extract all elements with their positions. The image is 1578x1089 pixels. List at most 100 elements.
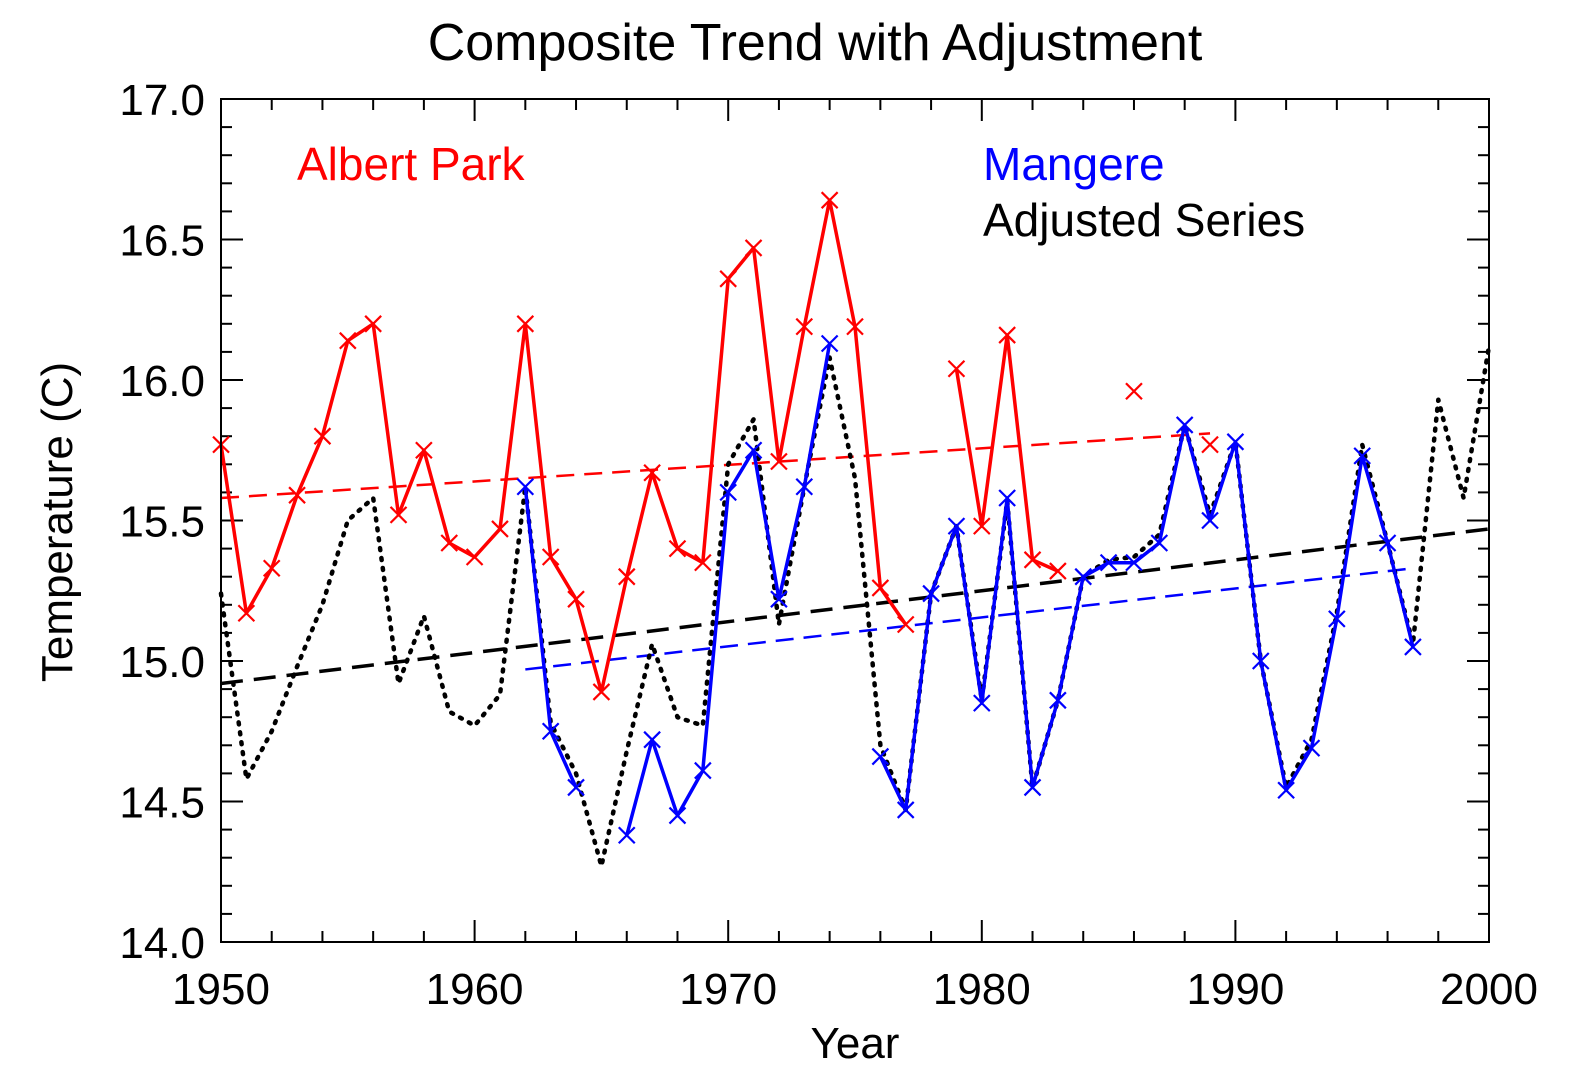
y-tick-label: 16.0 — [119, 357, 205, 406]
x-tick-label: 1950 — [172, 965, 270, 1014]
trend-line — [525, 567, 1414, 671]
y-tick-label: 16.5 — [119, 217, 205, 266]
data-point-marker — [1023, 551, 1042, 569]
data-point-marker — [1226, 433, 1245, 451]
data-point-marker — [668, 806, 687, 825]
trend-line — [220, 527, 1490, 686]
data-point-marker — [1125, 553, 1143, 572]
data-point-marker — [744, 441, 763, 460]
data-point-marker — [896, 801, 915, 819]
plot-frame — [220, 98, 1490, 943]
chart-title: Composite Trend with Adjustment — [428, 14, 1203, 72]
legend-entry-mangere: Mangere — [983, 138, 1165, 190]
x-tick-label: 1990 — [1186, 965, 1284, 1014]
axis-tick-labels: 1950 1960 1970 1980 1990 2000 14.0 14.5 15.0 15.5… — [119, 76, 1538, 1014]
data-point-marker — [288, 486, 306, 504]
data-point-marker — [947, 517, 966, 535]
data-point-marker — [820, 334, 839, 353]
data-point-marker — [1150, 534, 1169, 552]
data-point-marker — [770, 452, 788, 471]
data-point-marker — [871, 579, 890, 597]
x-tick-label: 1960 — [426, 965, 524, 1014]
data-point-marker — [1125, 382, 1143, 401]
data-point-marker — [1175, 416, 1194, 434]
series-line — [219, 198, 908, 694]
y-tick-label: 15.5 — [119, 498, 205, 547]
data-point-marker — [1099, 553, 1118, 572]
x-tick-label: 2000 — [1440, 965, 1538, 1014]
data-point-marker — [998, 326, 1016, 344]
data-point-marker — [541, 548, 560, 566]
data-point-marker — [896, 615, 915, 634]
data-point-marker — [1023, 778, 1042, 797]
y-axis-label: Temperature (C) — [33, 362, 82, 682]
series-lines — [218, 198, 1492, 869]
data-point-marker — [1378, 534, 1397, 552]
data-point-marker — [617, 567, 636, 586]
data-point-marker — [795, 478, 814, 496]
data-point-marker — [1328, 610, 1346, 628]
data-point-marker — [389, 506, 408, 524]
y-tick-label: 17.0 — [119, 76, 205, 125]
data-point-marker — [719, 483, 737, 502]
data-point-marker — [820, 191, 839, 209]
data-point-marker — [1074, 567, 1093, 586]
x-tick-label: 1980 — [933, 965, 1031, 1014]
data-point-marker — [491, 520, 509, 538]
y-tick-label: 15.0 — [119, 638, 205, 687]
data-point-marker — [339, 331, 357, 350]
series-line — [954, 333, 1059, 573]
data-point-marker — [1404, 638, 1422, 656]
data-point-marker — [313, 427, 332, 445]
series-line — [625, 343, 832, 836]
data-point-marker — [440, 534, 459, 552]
data-point-marker — [770, 590, 788, 608]
y-tick-label: 14.0 — [119, 919, 205, 968]
data-point-marker — [1277, 781, 1295, 800]
data-point-marker — [1302, 739, 1321, 757]
x-axis-label: Year — [811, 1019, 900, 1068]
data-point-marker — [922, 584, 940, 603]
data-point-marker — [516, 478, 535, 496]
x-tick-label: 1970 — [679, 965, 777, 1014]
data-point-marker — [262, 559, 281, 578]
data-point-marker — [415, 441, 433, 460]
legend-entry-albert-park: Albert Park — [297, 138, 526, 190]
data-point-marker — [668, 539, 687, 558]
data-point-marker — [1049, 562, 1067, 580]
data-point-marker — [364, 315, 382, 333]
data-point-marker — [973, 694, 991, 712]
data-point-marker — [694, 761, 712, 780]
trend-lines — [220, 432, 1490, 686]
data-point-marker — [1353, 447, 1371, 465]
data-point-marker — [947, 359, 966, 378]
data-point-marker — [643, 730, 661, 749]
data-point-marker — [795, 317, 814, 336]
data-point-marker — [237, 604, 256, 623]
series-line — [878, 423, 1415, 812]
data-point-marker — [719, 270, 737, 288]
data-point-marker — [567, 590, 585, 608]
data-point-marker — [643, 463, 661, 482]
series-markers — [212, 191, 1422, 844]
trend-line — [220, 432, 1211, 500]
data-point-marker — [592, 683, 611, 701]
data-point-marker — [465, 548, 484, 566]
data-point-marker — [973, 517, 991, 535]
data-point-marker — [694, 553, 712, 572]
data-point-marker — [617, 826, 636, 844]
series-line — [523, 486, 578, 789]
data-point-marker — [744, 239, 763, 257]
data-point-marker — [541, 722, 560, 741]
data-point-marker — [998, 489, 1016, 507]
data-point-marker — [1049, 691, 1067, 710]
data-point-marker — [1201, 435, 1219, 454]
data-point-marker — [516, 315, 535, 333]
data-point-marker — [1201, 511, 1219, 530]
data-point-marker — [1251, 652, 1270, 670]
legend-entry-adjusted-series: Adjusted Series — [983, 194, 1305, 246]
data-point-marker — [567, 778, 585, 797]
data-point-marker — [846, 317, 864, 336]
y-tick-label: 14.5 — [119, 779, 205, 828]
